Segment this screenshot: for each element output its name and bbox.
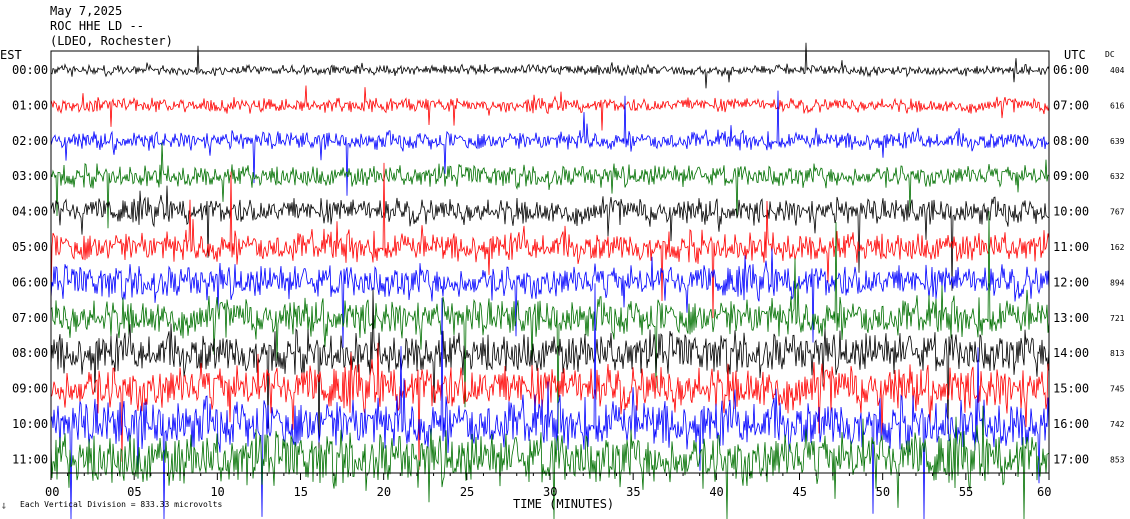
x-tick-label: 40 (709, 485, 723, 499)
dc-value-label: 404 (1110, 66, 1125, 75)
trace-row-9 (50, 342, 1050, 470)
trace-row-5 (50, 162, 1050, 319)
dc-value-label: 767 (1110, 208, 1125, 217)
trace-row-8 (50, 288, 1050, 453)
utc-hour-label: 17:00 (1053, 452, 1089, 466)
trace-row-1 (50, 85, 1050, 131)
trace-row-10 (50, 283, 1050, 519)
x-tick-label: 20 (377, 485, 391, 499)
trace-row-4 (50, 185, 1050, 291)
est-hour-label: 10:00 (12, 417, 48, 431)
est-hour-label: 01:00 (12, 98, 48, 112)
utc-hour-label: 10:00 (1053, 205, 1089, 219)
utc-hour-label: 11:00 (1053, 240, 1089, 254)
row-labels: 00:00 06:00 404 01:00 07:00 616 02:00 08:00 639 0… (12, 63, 1125, 466)
dc-value-label: 632 (1110, 172, 1125, 181)
trace-row-0 (50, 42, 1050, 89)
trace-row-2 (50, 90, 1050, 196)
x-tick-label: 45 (793, 485, 807, 499)
x-tick-label: 15 (294, 485, 308, 499)
dc-value-label: 813 (1110, 349, 1125, 358)
dc-header-label: DC (1105, 50, 1115, 59)
est-hour-label: 00:00 (12, 63, 48, 77)
x-tick-label: 10 (210, 485, 224, 499)
utc-hour-label: 09:00 (1053, 169, 1089, 183)
utc-hour-label: 06:00 (1053, 63, 1089, 77)
est-hour-label: 05:00 (12, 240, 48, 254)
est-hour-label: 03:00 (12, 169, 48, 183)
dc-value-label: 162 (1110, 243, 1125, 252)
utc-axis-label: UTC (1064, 48, 1086, 62)
trace-row-11 (50, 405, 1050, 519)
x-tick-label: 05 (127, 485, 141, 499)
x-ticks: 00 05 10 15 20 25 30 35 40 45 50 55 60 (45, 473, 1051, 499)
est-hour-label: 06:00 (12, 275, 48, 289)
x-tick-label: 35 (626, 485, 640, 499)
est-hour-label: 04:00 (12, 205, 48, 219)
x-tick-label: 60 (1037, 485, 1051, 499)
utc-hour-label: 16:00 (1053, 417, 1089, 431)
utc-hour-label: 14:00 (1053, 346, 1089, 360)
trace-row-7 (50, 211, 1050, 434)
est-hour-label: 02:00 (12, 134, 48, 148)
x-tick-label: 00 (45, 485, 59, 499)
dc-value-label: 742 (1110, 420, 1125, 429)
dc-value-label: 616 (1110, 101, 1125, 110)
plot-frame (50, 50, 1050, 474)
utc-hour-label: 15:00 (1053, 382, 1089, 396)
utc-hour-label: 13:00 (1053, 311, 1089, 325)
utc-hour-label: 07:00 (1053, 98, 1089, 112)
utc-hour-label: 08:00 (1053, 134, 1089, 148)
est-hour-label: 08:00 (12, 346, 48, 360)
trace-row-6 (50, 248, 1050, 348)
dc-value-label: 721 (1110, 314, 1125, 323)
utc-hour-label: 12:00 (1053, 275, 1089, 289)
dc-value-label: 894 (1110, 278, 1125, 287)
chart-station: ROC HHE LD -- (50, 19, 144, 33)
est-hour-label: 07:00 (12, 311, 48, 325)
x-tick-label: 30 (543, 485, 557, 499)
x-axis-label: TIME (MINUTES) (513, 497, 614, 511)
trace-layer (50, 42, 1050, 519)
trace-row-3 (50, 142, 1050, 229)
est-hour-label: 11:00 (12, 452, 48, 466)
x-tick-label: 50 (876, 485, 890, 499)
dc-value-label: 639 (1110, 137, 1125, 146)
est-axis-label: EST (0, 48, 22, 62)
dc-value-label: 853 (1110, 455, 1125, 464)
chart-network: (LDEO, Rochester) (50, 34, 173, 48)
x-tick-label: 25 (460, 485, 474, 499)
chart-date: May 7,2025 (50, 4, 123, 18)
est-hour-label: 09:00 (12, 382, 48, 396)
dc-value-label: 745 (1110, 385, 1125, 394)
footer-icon: ⸸ (2, 502, 6, 511)
vertical-division-note: Each Vertical Division = 833.33 microvol… (20, 500, 222, 509)
x-tick-label: 55 (959, 485, 973, 499)
